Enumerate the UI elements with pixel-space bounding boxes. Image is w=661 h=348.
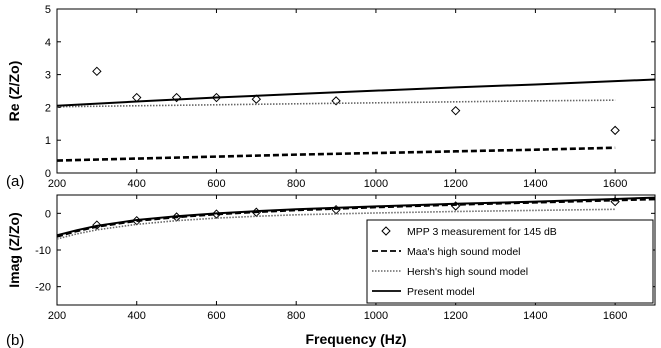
x-tick-label: 200 (48, 310, 66, 322)
legend-box (366, 219, 654, 304)
x-tick-label: 1000 (364, 310, 388, 322)
measurement-point (450, 105, 461, 116)
panel-label: (b) (6, 332, 24, 348)
legend-entry: Present model (407, 286, 475, 298)
y-tick-label: -10 (35, 245, 51, 257)
x-tick-label: 1200 (443, 178, 467, 190)
legend-entry: MPP 3 measurement for 145 dB (407, 226, 557, 238)
y-tick-label: -20 (35, 282, 51, 294)
x-tick-label: 800 (287, 310, 305, 322)
series-line-solid (57, 196, 655, 237)
x-tick-label: 400 (128, 178, 146, 190)
x-tick-label: 1400 (523, 310, 547, 322)
y-tick-label: 5 (45, 4, 51, 16)
y-axis-label: Re (Z/Zo) (6, 61, 22, 122)
x-tick-label: 800 (287, 178, 305, 190)
plot-frame (56, 8, 656, 174)
series-line-dashed (57, 146, 616, 162)
series-line-dotted (57, 208, 616, 240)
series-line-dotted (57, 99, 616, 108)
x-tick-label: 1600 (603, 310, 627, 322)
y-tick-label: 0 (45, 208, 51, 220)
panel-a: 200 400 600 800 1000 1200 1400 1600 0 1 2 3 4 5 Re (Z/… (6, 4, 656, 190)
measurement-point (610, 125, 620, 136)
legend-marker (381, 226, 391, 236)
y-tick-label: 0 (45, 168, 51, 180)
measurement-point (92, 66, 102, 77)
y-tick-label: 2 (45, 102, 51, 114)
x-axis-label: Frequency (Hz) (305, 331, 406, 347)
x-tick-label: 400 (128, 310, 146, 322)
x-tick-label: 600 (207, 310, 225, 322)
y-axis-label: Imag (Z/Zo) (6, 212, 22, 287)
plot-area (57, 66, 655, 162)
x-tick-label: 600 (207, 178, 225, 190)
panel-b: 200 400 600 800 1000 1200 1400 1600 -20 -10 0 Imag … (6, 194, 656, 348)
panel-label: (a) (6, 173, 24, 190)
x-tick-label: 1400 (523, 178, 547, 190)
y-tick-label: 3 (45, 70, 51, 82)
y-tick-label: 4 (45, 37, 51, 49)
plot-area (57, 196, 655, 240)
x-tick-label: 1000 (364, 178, 388, 190)
y-tick-label: 1 (45, 135, 51, 147)
x-tick-label: 200 (48, 178, 66, 190)
x-tick-label: 1200 (443, 310, 467, 322)
measurement-point (251, 94, 262, 104)
legend-entry: Hersh's high sound model (407, 266, 528, 278)
legend-entry: Maa's high sound model (407, 246, 521, 258)
legend: MPP 3 measurement for 145 dB Maa's high s… (366, 219, 654, 304)
x-tick-label: 1600 (603, 178, 627, 190)
series-line-solid (57, 78, 655, 107)
